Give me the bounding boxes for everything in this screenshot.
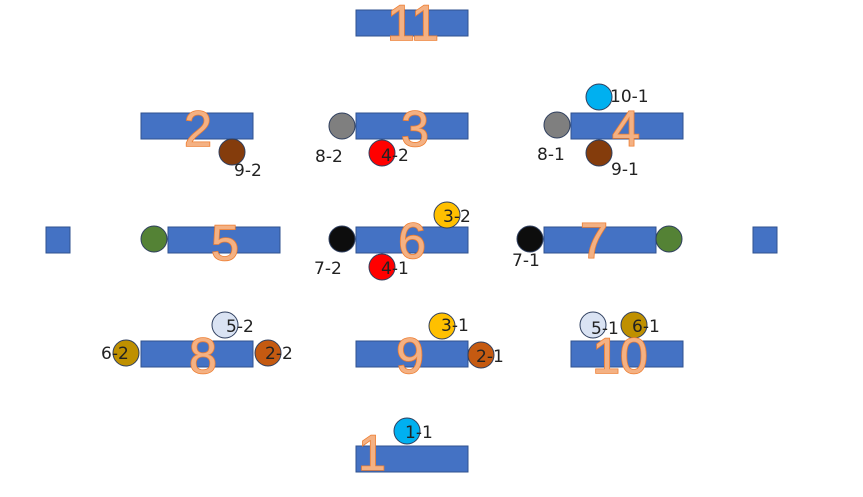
ball-label-b5-1: 5-1 — [591, 319, 619, 339]
platform-2 — [140, 112, 254, 140]
platform-number-7: 7 — [580, 213, 608, 269]
ball-b10-1 — [585, 83, 613, 111]
ball-label-b2-2: 2-2 — [265, 344, 293, 364]
ball-b9-1 — [585, 139, 613, 167]
ball-label-b7-1: 7-1 — [512, 251, 540, 271]
ball-label-b5-2: 5-2 — [226, 317, 254, 337]
ball-b3-1 — [428, 312, 456, 340]
ball-b6-2 — [112, 339, 140, 367]
platform-5 — [167, 226, 281, 254]
ball-label-b4-1: 4-1 — [381, 259, 409, 279]
platform-6 — [355, 226, 469, 254]
ball-label-b9-2: 9-2 — [234, 161, 262, 181]
ball-label-b7-2: 7-2 — [314, 259, 342, 279]
ball-label-b1-1: 1-1 — [405, 423, 433, 443]
platform-number-6: 6 — [398, 213, 426, 269]
platform-4 — [570, 112, 684, 140]
ball-b7-right — [655, 225, 683, 253]
platform-7 — [543, 226, 657, 254]
ball-b4-2 — [368, 139, 396, 167]
platform-10 — [570, 340, 684, 368]
ball-label-b3-2: 3-2 — [443, 207, 471, 227]
ball-b4-1 — [368, 253, 396, 281]
platform-number-9: 9 — [396, 328, 424, 384]
ball-label-b3-1: 3-1 — [441, 316, 469, 336]
ball-b9-2 — [218, 138, 246, 166]
ball-b8-1 — [543, 111, 571, 139]
ball-label-b6-2: 6-2 — [101, 344, 129, 364]
side-block-left-block — [45, 226, 71, 254]
ball-b2-1 — [467, 341, 495, 369]
platforms-layer — [45, 9, 778, 473]
ball-label-b8-1: 8-1 — [537, 145, 565, 165]
platform-number-5: 5 — [211, 215, 239, 271]
platform-1 — [355, 445, 469, 473]
labels-layer: 11 2 3 4 5 6 7 8 9 10 1 10-1 9-2 8-2 4-2 8-1 9-1 3-2 7-2 4-… — [101, 0, 660, 482]
ball-label-b4-2: 4-2 — [381, 146, 409, 166]
platform-11 — [355, 9, 469, 37]
platform-number-11: 11 — [387, 0, 439, 51]
ball-b5-left — [140, 225, 168, 253]
platform-3 — [355, 112, 469, 140]
platform-8 — [140, 340, 254, 368]
ball-label-b10-1: 10-1 — [610, 87, 649, 107]
platform-number-10: 10 — [592, 328, 648, 384]
ball-b5-1 — [579, 311, 607, 339]
ball-b1-1 — [393, 417, 421, 445]
ball-b7-1 — [516, 225, 544, 253]
ball-b3-2 — [433, 201, 461, 229]
platform-number-1: 1 — [358, 425, 386, 481]
ball-label-b8-2: 8-2 — [315, 147, 343, 167]
ball-b6-1 — [620, 311, 648, 339]
ball-label-b2-1: 2-1 — [476, 347, 504, 367]
balls-layer — [112, 83, 683, 445]
ball-b7-2 — [328, 225, 356, 253]
ball-b8-2 — [328, 112, 356, 140]
ball-label-b6-1: 6-1 — [632, 317, 660, 337]
platform-number-4: 4 — [612, 101, 640, 157]
side-block-right-block — [752, 226, 778, 254]
ball-label-b9-1: 9-1 — [611, 160, 639, 180]
platform-number-2: 2 — [184, 101, 212, 157]
ball-b5-2 — [211, 311, 239, 339]
platform-number-8: 8 — [189, 328, 217, 384]
platform-number-3: 3 — [401, 101, 429, 157]
ball-b2-2 — [254, 339, 282, 367]
